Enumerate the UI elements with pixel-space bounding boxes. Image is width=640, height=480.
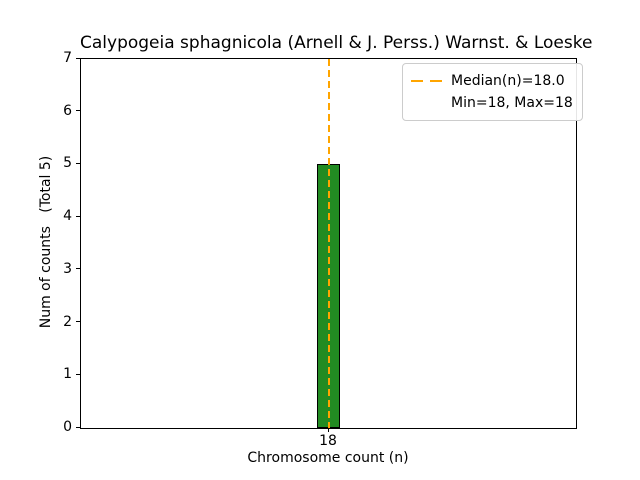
- y-tick-label: 4: [63, 208, 72, 225]
- legend-entry-median: Median(n)=18.0: [411, 70, 573, 92]
- chart-title: Calypogeia sphagnicola (Arnell & J. Pers…: [80, 33, 593, 53]
- y-tick-mark: [76, 373, 80, 375]
- y-tick-label: 1: [63, 366, 72, 383]
- median-dashed-line: [327, 59, 330, 428]
- y-tick-mark: [76, 110, 80, 112]
- empty-marker: [411, 102, 442, 105]
- legend-entry-minmax: Min=18, Max=18: [411, 92, 573, 114]
- y-tick-label: 6: [63, 102, 72, 119]
- y-tick-label: 5: [63, 155, 72, 172]
- y-tick-mark: [76, 57, 80, 59]
- y-tick-mark: [76, 215, 80, 217]
- x-tick-mark: [327, 428, 329, 432]
- y-tick-mark: [76, 426, 80, 428]
- y-tick-label: 2: [63, 313, 72, 330]
- x-tick-label: 18: [319, 433, 337, 449]
- x-axis-label: Chromosome count (n): [247, 450, 409, 466]
- orange-dashed-line-icon: [411, 79, 442, 83]
- legend-label-minmax: Min=18, Max=18: [451, 95, 573, 111]
- y-tick-mark: [76, 321, 80, 323]
- legend-label-median: Median(n)=18.0: [451, 73, 565, 89]
- y-tick-label: 3: [63, 260, 72, 277]
- y-axis-label: Num of counts (Total 5): [38, 155, 54, 329]
- legend: Median(n)=18.0 Min=18, Max=18: [402, 63, 583, 121]
- y-tick-mark: [76, 268, 80, 270]
- y-tick-mark: [76, 162, 80, 164]
- y-tick-label: 0: [63, 419, 72, 435]
- y-tick-label: 7: [63, 50, 72, 66]
